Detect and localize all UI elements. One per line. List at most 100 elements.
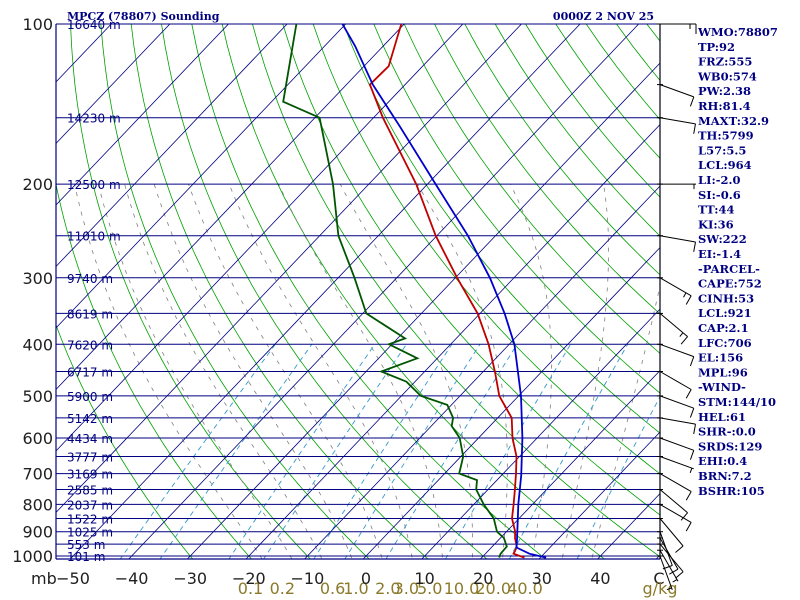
index-item: FRZ:555	[698, 55, 752, 69]
moist-adiabat-line	[561, 184, 609, 559]
wind-barbs	[657, 23, 697, 591]
index-item: STM:144/10	[698, 395, 776, 409]
mixing-ratio-line	[159, 344, 313, 559]
pressure-tick-label: 100	[22, 15, 53, 34]
moist-adiabat-line	[510, 183, 552, 559]
pressure-tick-label: 1000	[12, 547, 53, 566]
wind-barb-feather	[685, 522, 692, 532]
moist-adiabat-line	[339, 183, 474, 559]
wind-barb-shaft	[659, 549, 679, 582]
index-item: LFC:706	[698, 336, 752, 350]
index-item: LCL:964	[698, 158, 752, 172]
sounding-profiles	[282, 24, 547, 559]
index-item: EI:-1.4	[698, 247, 741, 261]
wind-barb-feather	[662, 565, 673, 570]
index-item: EL:156	[698, 351, 743, 365]
wind-barb-feather	[685, 389, 692, 399]
index-item: WMO:78807	[697, 25, 778, 39]
mixing-ratio-tick-label: 1.0	[343, 579, 368, 598]
mixing-ratio-unit-label: g/kg	[643, 579, 678, 598]
moist-adiabat-line	[188, 183, 383, 559]
wind-barb-shaft	[659, 503, 692, 523]
index-item: PW:2.38	[698, 84, 751, 98]
index-item: TP:92	[698, 40, 735, 54]
index-item: SHR-:0.0	[698, 425, 756, 439]
parcel-profile	[341, 24, 547, 559]
chart-title: MPCZ (78807) Sounding	[67, 10, 220, 23]
height-label: 101 m	[67, 550, 105, 564]
height-label: 2585 m	[67, 484, 113, 498]
wind-barb-half-feather	[666, 587, 672, 591]
wind-barb-feather	[680, 336, 688, 345]
wind-barb-shaft	[659, 437, 694, 451]
wind-barb-shaft	[659, 489, 688, 514]
wind-barb-feather	[693, 424, 696, 435]
wind-barb-shaft	[659, 343, 694, 358]
wind-barb-shaft	[659, 473, 692, 493]
index-item: MPL:96	[698, 365, 748, 379]
height-label: 4434 m	[67, 432, 113, 446]
mixing-ratio-line	[444, 344, 571, 559]
moist-adiabat-line	[153, 183, 353, 559]
height-label: 6717 m	[67, 366, 113, 380]
pressure-unit-label: mb	[31, 569, 57, 588]
height-label: 3777 m	[67, 451, 113, 465]
dewpoint-profile	[282, 24, 508, 558]
index-item: TT:44	[698, 203, 735, 217]
mixing-ratio-tick-label: 5.0	[417, 579, 442, 598]
mixing-ratio-line	[263, 344, 407, 559]
wind-barb-shaft	[659, 117, 696, 125]
height-label: 3169 m	[67, 468, 113, 482]
mixing-ratio-tick-label: 0.1	[238, 579, 263, 598]
wind-barb-feather	[685, 491, 692, 501]
temperature-tick-label: 40	[590, 569, 610, 588]
isotherm-line	[245, 123, 660, 559]
height-label: 7620 m	[67, 338, 113, 352]
pressure-tick-label: 600	[22, 429, 53, 448]
isotherm-line	[56, 24, 229, 206]
index-item: L57:5.5	[698, 143, 746, 157]
wind-barb-feather	[689, 96, 695, 107]
chart-valid-time: 0000Z 2 NOV 25	[553, 10, 654, 23]
index-item: LI:-2.0	[698, 173, 741, 187]
wind-barb-feather	[680, 512, 688, 521]
index-item: WB0:574	[697, 69, 757, 83]
isotherms	[56, 24, 660, 559]
pressure-tick-label: 700	[22, 465, 53, 484]
height-labels: 16640 m 14230 m 12500 m 11010 m 9740 m 8619 m…	[67, 18, 121, 564]
index-item: CINH:53	[698, 291, 754, 305]
pressure-tick-label: 300	[22, 269, 53, 288]
temperature-tick-label: −50	[56, 569, 90, 588]
axis-labels: 0.1 0.2 0.61.0 2.03.05.0 10.020.040.01002003…	[12, 15, 677, 598]
index-item: TH:5799	[698, 129, 754, 143]
temperature-tick-label: −40	[115, 569, 149, 588]
wind-barb-shaft	[659, 395, 694, 409]
mixing-ratio-tick-label: 20.0	[475, 579, 511, 598]
height-label: 12500 m	[67, 178, 121, 192]
mixing-ratio-tick-label: 2.0	[375, 579, 400, 598]
mixing-ratio-tick-label: 10.0	[444, 579, 480, 598]
wind-barb-shaft	[659, 555, 673, 590]
wind-barb-shaft	[659, 371, 692, 390]
index-item: CAPE:752	[698, 277, 762, 291]
height-label: 11010 m	[67, 230, 121, 244]
dry-adiabat-line	[56, 323, 194, 559]
wind-barb-shaft	[659, 518, 684, 547]
wind-barb-half-feather	[683, 292, 687, 298]
height-label: 5142 m	[67, 412, 113, 426]
height-label: 5900 m	[67, 390, 113, 404]
wind-barb-feather	[689, 408, 695, 418]
index-item: CAP:2.1	[698, 321, 749, 335]
temperature-tick-label: 30	[532, 569, 552, 588]
mixing-ratio-tick-label: 0.2	[270, 579, 295, 598]
isotherm-line	[421, 308, 660, 559]
isotherm-line	[128, 24, 640, 559]
height-label: 9740 m	[67, 272, 113, 286]
height-label: 8619 m	[67, 307, 113, 321]
moist-adiabats	[74, 183, 660, 559]
index-item: LCL:921	[698, 306, 752, 320]
temperature-unit-label: C	[653, 569, 664, 588]
height-label: 16640 m	[67, 18, 121, 32]
mixing-ratio-line	[576, 395, 660, 559]
